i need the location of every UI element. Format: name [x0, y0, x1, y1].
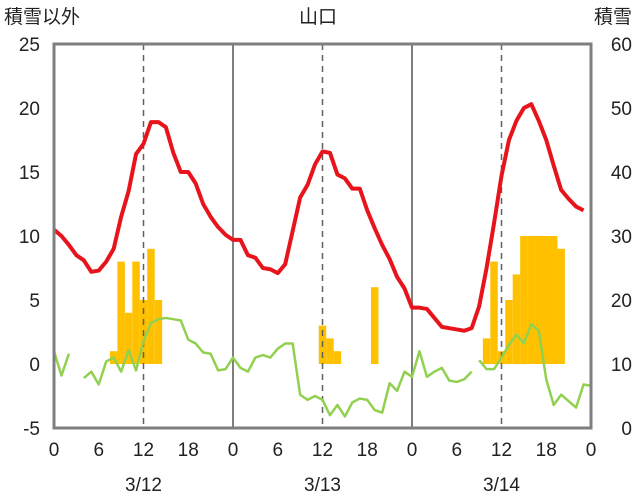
snow-bar	[535, 236, 543, 364]
x-tick-label: 0	[586, 440, 597, 461]
right-tick-label: 50	[611, 99, 632, 120]
snow-bar	[124, 312, 133, 364]
left-tick-label: 25	[19, 35, 40, 56]
date-label: 3/12	[125, 475, 162, 496]
date-label: 3/13	[304, 475, 341, 496]
x-tick-label: 0	[407, 440, 418, 461]
chart-title: 山口	[299, 6, 337, 28]
snow-bar	[490, 261, 498, 364]
x-tick-label: 6	[93, 440, 104, 461]
snow-bar	[505, 300, 513, 364]
snow-bar	[557, 248, 565, 364]
x-tick-label: 6	[272, 440, 283, 461]
x-tick-label: 6	[451, 440, 462, 461]
x-tick-label: 12	[491, 440, 512, 461]
x-tick-label: 12	[133, 440, 154, 461]
snow-bar	[132, 261, 140, 364]
x-tick-label: 0	[228, 440, 239, 461]
snow-bar	[482, 338, 491, 364]
plot-frame	[52, 42, 593, 430]
snow-bar	[147, 248, 155, 364]
snow-bars	[109, 236, 565, 364]
snow-bar	[512, 274, 521, 364]
right-y-ticks: 60 50 40 30 20 10 0	[611, 35, 632, 440]
snow-bar	[154, 300, 163, 364]
x-tick-label: 18	[178, 440, 199, 461]
grid-lines	[142, 44, 503, 428]
left-tick-label: -5	[23, 419, 40, 440]
right-tick-label: 60	[611, 35, 632, 56]
snow-bar	[527, 236, 536, 364]
snow-bar	[117, 261, 125, 364]
x-tick-label: 12	[312, 440, 333, 461]
x-tick-label: 18	[357, 440, 378, 461]
left-y-ticks: 25 20 15 10 5 0 -5	[19, 35, 40, 440]
left-tick-label: 5	[29, 291, 40, 312]
left-tick-label: 10	[19, 227, 40, 248]
snow-bar	[542, 236, 550, 364]
right-axis-label: 積雪	[594, 6, 632, 28]
x-axis-ticks: 0 6 12 18 0 6 12 18 0 6 12 18 0	[49, 440, 597, 461]
date-label: 3/14	[483, 475, 520, 496]
green-series-line	[52, 350, 71, 377]
temperature-line	[52, 102, 585, 333]
x-tick-label: 18	[536, 440, 557, 461]
left-tick-label: 15	[19, 163, 40, 184]
snow-bar	[326, 338, 334, 364]
right-tick-label: 10	[611, 355, 632, 376]
snow-bar	[549, 236, 558, 364]
left-axis-label: 積雪以外	[4, 6, 80, 28]
right-tick-label: 40	[611, 163, 632, 184]
snow-bar	[520, 236, 528, 364]
right-tick-label: 0	[621, 419, 632, 440]
left-tick-label: 20	[19, 99, 40, 120]
snow-bar	[333, 351, 342, 364]
date-labels: 3/12 3/13 3/14	[125, 475, 520, 496]
right-tick-label: 30	[611, 227, 632, 248]
snow-bar	[370, 287, 379, 364]
left-tick-label: 0	[29, 355, 40, 376]
green-series-line	[83, 316, 473, 418]
green-series-line	[478, 323, 592, 409]
right-tick-label: 20	[611, 291, 632, 312]
x-tick-label: 0	[49, 440, 60, 461]
